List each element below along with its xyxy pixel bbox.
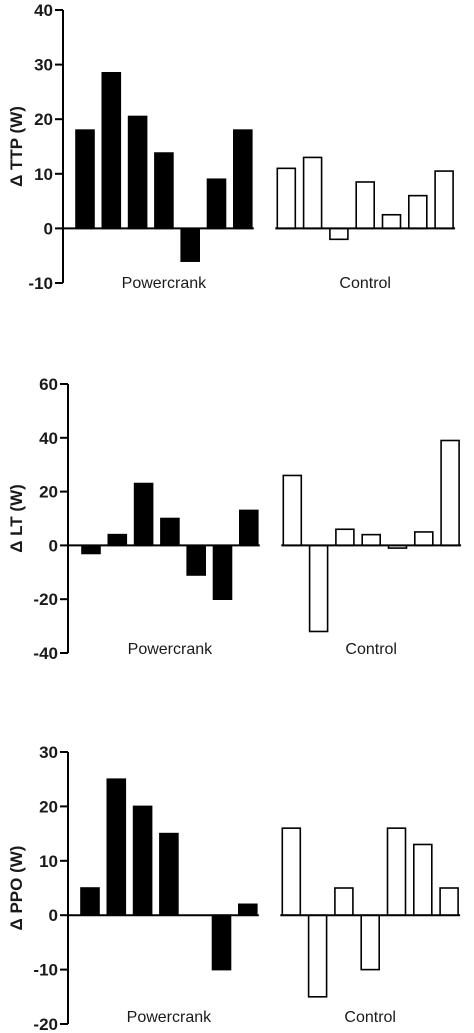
y-tick-label: 0 (49, 536, 58, 555)
y-tick-label: 60 (39, 375, 58, 394)
y-tick-label: 10 (39, 852, 58, 871)
bar (302, 156, 323, 230)
y-tick-label: 30 (34, 56, 53, 75)
bar (407, 194, 428, 230)
bar (239, 509, 259, 547)
bar (307, 914, 328, 998)
bar (154, 152, 174, 230)
y-tick-label: -10 (33, 961, 58, 980)
bar (101, 71, 122, 230)
bar (282, 474, 303, 547)
y-tick-label: 20 (34, 110, 53, 129)
bar (440, 439, 460, 547)
y-axis-label: Δ PPO (W) (7, 846, 26, 931)
group-label: Powercrank (128, 641, 213, 658)
group-label: Control (345, 641, 397, 658)
chart-panel-1: -10 0 10 20 30 40 Δ TTP (W) Powercrank Control (7, 1, 456, 293)
y-axis-label: Δ LT (W) (7, 484, 26, 553)
bar (132, 805, 153, 917)
y-axis-label: Δ TTP (W) (7, 106, 26, 187)
group-label: Powercrank (127, 1009, 212, 1026)
y-tick-label: 10 (34, 165, 53, 184)
bar (335, 528, 355, 547)
bar (276, 167, 297, 230)
y-tick-label: 20 (39, 797, 58, 816)
bar (439, 887, 459, 917)
y-tick-label: -10 (28, 274, 53, 293)
y-tick-label: -20 (33, 590, 58, 609)
bar (212, 544, 233, 601)
y-tick-label: -40 (33, 644, 58, 663)
group-label: Control (339, 275, 391, 292)
bar (361, 533, 382, 547)
bar (107, 533, 128, 547)
bar (355, 181, 376, 230)
bar (233, 129, 253, 230)
bar (412, 843, 433, 916)
bar (133, 482, 154, 547)
bar (434, 170, 454, 230)
y-tick-label: 40 (34, 1, 53, 20)
y-tick-label: 40 (39, 429, 58, 448)
y-tick-label: -20 (33, 1015, 58, 1033)
bar (80, 887, 100, 917)
bar (386, 827, 407, 916)
bar (334, 887, 354, 917)
y-tick-label: 0 (44, 219, 53, 238)
bar (381, 213, 402, 230)
y-tick-label: 0 (49, 906, 58, 925)
bar (180, 227, 200, 262)
y-tick-label: 30 (39, 743, 58, 762)
y-tick-label: 20 (39, 483, 58, 502)
bar (211, 914, 232, 971)
bar (81, 544, 101, 555)
bar (186, 544, 206, 576)
group-label: Control (344, 1009, 396, 1026)
group-label: Powercrank (122, 275, 207, 292)
chart-panel-2: -40 -20 0 20 40 60 Δ LT (W) Powercrank Control (7, 375, 462, 663)
bar (238, 903, 258, 917)
chart-panel-3: -20 -10 0 10 20 30 Δ PPO (W) Powercrank Control (7, 743, 461, 1033)
bar (206, 178, 227, 230)
bar (159, 832, 179, 916)
bar (360, 914, 381, 971)
bar (281, 827, 302, 916)
bar (106, 778, 127, 917)
bar (75, 129, 95, 230)
bar (413, 531, 434, 547)
bar (127, 115, 148, 230)
bar (160, 517, 180, 547)
bar (329, 227, 349, 241)
bar (308, 544, 329, 633)
